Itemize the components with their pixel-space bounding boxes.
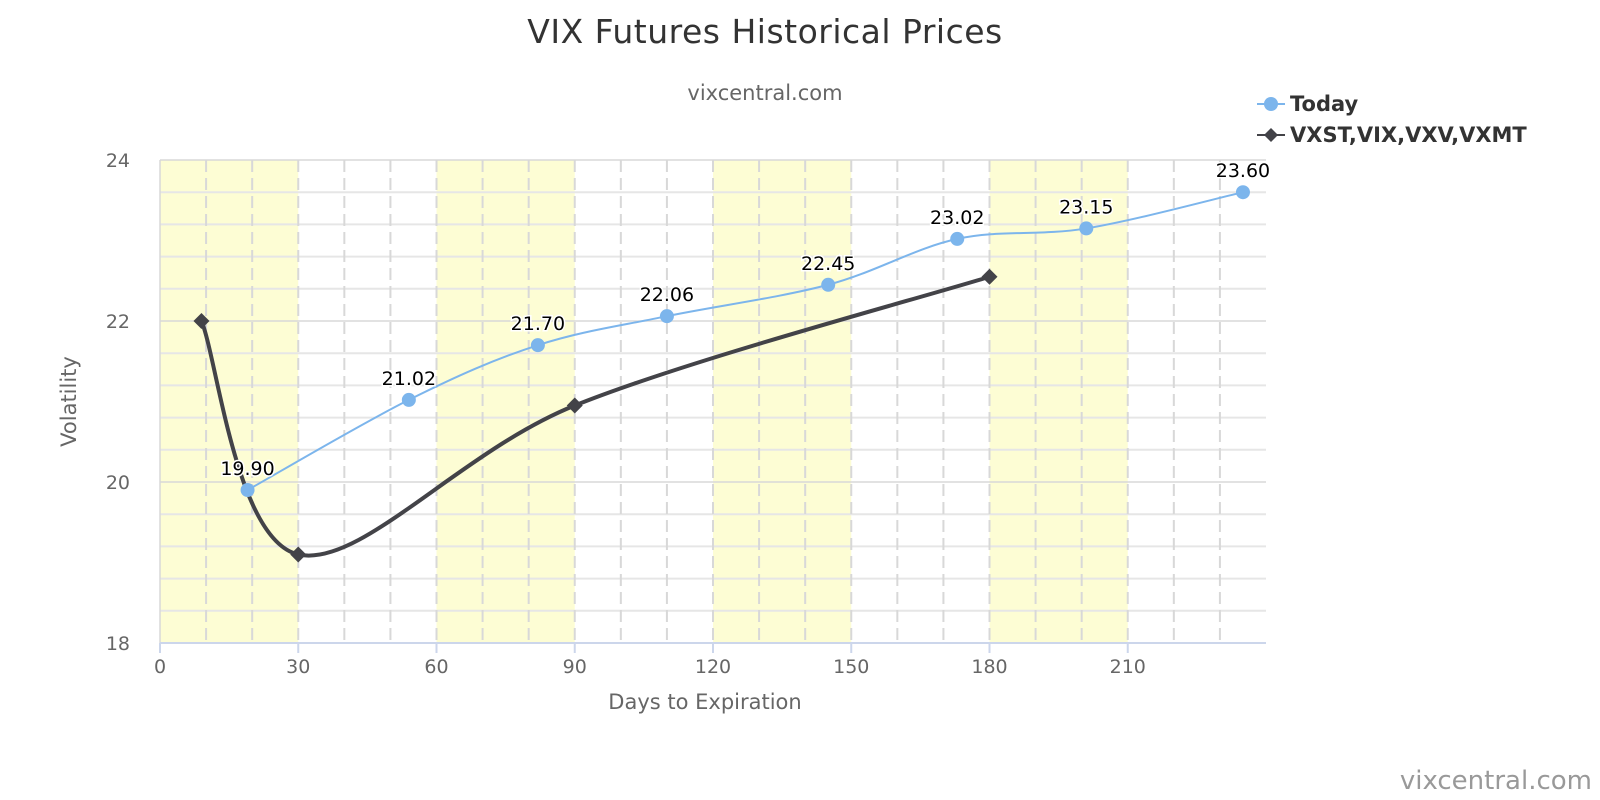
data-label-today-1: 21.02 bbox=[382, 368, 436, 390]
data-point-today-3 bbox=[659, 309, 674, 324]
data-point-today-2 bbox=[530, 338, 545, 353]
chart-title: VIX Futures Historical Prices bbox=[527, 12, 1003, 51]
legend-item-today[interactable]: Today bbox=[1257, 92, 1359, 116]
y-tick-label: 24 bbox=[106, 150, 130, 172]
x-tick-label: 120 bbox=[695, 656, 731, 678]
data-label-today-3: 22.06 bbox=[640, 284, 694, 306]
legend-diamond-icon bbox=[1257, 128, 1285, 142]
data-point-index-2 bbox=[566, 397, 583, 414]
y-tick-label: 20 bbox=[106, 472, 130, 494]
data-point-today-4 bbox=[821, 277, 836, 292]
x-tick-label: 30 bbox=[286, 656, 310, 678]
data-label-today-5: 23.02 bbox=[930, 207, 984, 229]
data-label-today-4: 22.45 bbox=[801, 253, 855, 275]
data-point-today-1 bbox=[401, 392, 416, 407]
x-tick-label: 210 bbox=[1110, 656, 1146, 678]
data-label-today-7: 23.60 bbox=[1216, 160, 1270, 182]
data-label-today-6: 23.15 bbox=[1059, 196, 1113, 218]
legend-item-index[interactable]: VXST,VIX,VXV,VXMT bbox=[1257, 123, 1527, 147]
shaded-band-3 bbox=[989, 160, 1128, 643]
data-point-index-1 bbox=[290, 546, 307, 563]
y-tick-label: 22 bbox=[106, 311, 130, 333]
data-point-today-5 bbox=[950, 231, 965, 246]
x-axis-title: Days to Expiration bbox=[608, 690, 801, 714]
x-tick-label: 150 bbox=[833, 656, 869, 678]
shaded-band-1 bbox=[436, 160, 575, 643]
shaded-band-2 bbox=[713, 160, 852, 643]
y-axis-title: Volatility bbox=[57, 356, 81, 447]
series-line-index bbox=[199, 274, 991, 558]
legend-label-index: VXST,VIX,VXV,VXMT bbox=[1290, 123, 1527, 147]
legend-circle-icon bbox=[1257, 97, 1285, 111]
credit-link[interactable]: vixcentral.com bbox=[1399, 766, 1592, 796]
x-tick-label: 0 bbox=[154, 656, 166, 678]
data-point-today-6 bbox=[1079, 221, 1094, 236]
chart-subtitle: vixcentral.com bbox=[687, 81, 843, 105]
legend-label-today: Today bbox=[1290, 92, 1359, 116]
shaded-band-0 bbox=[160, 160, 299, 643]
data-point-today-7 bbox=[1235, 185, 1250, 200]
data-point-today-0 bbox=[240, 483, 255, 498]
data-label-today-2: 21.70 bbox=[511, 313, 565, 335]
data-point-index-0 bbox=[193, 313, 210, 329]
data-label-today-0: 19.90 bbox=[220, 458, 274, 480]
x-tick-label: 60 bbox=[424, 656, 448, 678]
x-tick-label: 90 bbox=[563, 656, 587, 678]
y-tick-label: 18 bbox=[106, 633, 130, 655]
x-tick-label: 180 bbox=[971, 656, 1007, 678]
data-point-index-3 bbox=[981, 268, 998, 285]
